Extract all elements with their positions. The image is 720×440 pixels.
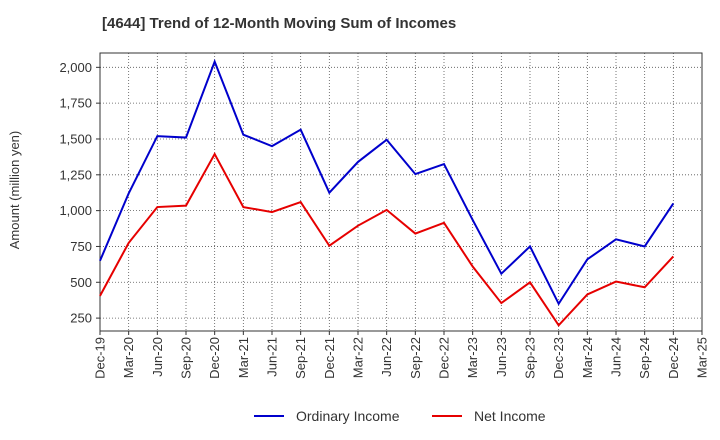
y-axis-label: Amount (million yen) bbox=[7, 131, 22, 250]
series-line-net-income bbox=[99, 151, 675, 327]
y-tick-label: 750 bbox=[70, 239, 92, 254]
legend-label-net-income: Net Income bbox=[474, 408, 546, 424]
axes bbox=[96, 52, 703, 335]
legend-swatch-ordinary-income bbox=[254, 415, 284, 417]
x-tick-labels: Dec-19 Mar-20 Jun-20 Sep-20 Dec-20 Mar-21 Jun-… bbox=[93, 337, 710, 379]
x-tick-label: Jun-23 bbox=[494, 337, 509, 377]
x-tick-label: Sep-20 bbox=[179, 337, 194, 379]
x-tick-label: Dec-20 bbox=[207, 337, 222, 379]
legend-item-ordinary-income: Ordinary Income bbox=[254, 406, 399, 426]
y-tick-label: 1,000 bbox=[59, 203, 92, 218]
series-lines bbox=[99, 58, 675, 327]
x-tick-label: Jun-22 bbox=[379, 337, 394, 377]
grid bbox=[100, 53, 702, 331]
legend-label-ordinary-income: Ordinary Income bbox=[296, 408, 400, 424]
y-tick-label: 1,250 bbox=[59, 167, 92, 182]
x-tick-label: Sep-23 bbox=[523, 337, 538, 379]
legend-item-net-income: Net Income bbox=[432, 406, 546, 426]
plot-frame bbox=[99, 52, 703, 332]
x-tick-label: Dec-21 bbox=[322, 337, 337, 379]
chart-title: [4644] Trend of 12-Month Moving Sum of I… bbox=[102, 15, 457, 32]
x-tick-label: Dec-24 bbox=[666, 337, 681, 379]
y-tick-label: 2,000 bbox=[59, 60, 92, 75]
x-tick-label: Dec-19 bbox=[93, 337, 108, 379]
x-tick-label: Mar-22 bbox=[351, 337, 366, 378]
x-tick-label: Sep-22 bbox=[408, 337, 423, 379]
x-tick-label: Mar-24 bbox=[580, 337, 595, 378]
x-tick-label: Mar-25 bbox=[695, 337, 710, 378]
x-tick-label: Sep-24 bbox=[637, 337, 652, 379]
x-tick-label: Mar-21 bbox=[236, 337, 251, 378]
x-tick-label: Mar-20 bbox=[121, 337, 136, 378]
y-tick-label: 1,750 bbox=[59, 96, 92, 111]
x-tick-label: Jun-21 bbox=[265, 337, 280, 377]
y-tick-labels: 250 500 750 1,000 1,250 1,500 1,750 2,000 bbox=[59, 60, 92, 326]
series-line-ordinary-income bbox=[99, 58, 675, 306]
x-tick-label: Sep-21 bbox=[293, 337, 308, 379]
x-tick-label: Jun-24 bbox=[609, 337, 624, 377]
y-tick-label: 500 bbox=[70, 275, 92, 290]
x-tick-label: Dec-22 bbox=[437, 337, 452, 379]
x-tick-label: Jun-20 bbox=[150, 337, 165, 377]
legend-swatch-net-income bbox=[432, 415, 462, 417]
y-tick-label: 250 bbox=[70, 311, 92, 326]
x-tick-label: Dec-23 bbox=[551, 337, 566, 379]
x-tick-label: Mar-23 bbox=[465, 337, 480, 378]
y-tick-label: 1,500 bbox=[59, 131, 92, 146]
